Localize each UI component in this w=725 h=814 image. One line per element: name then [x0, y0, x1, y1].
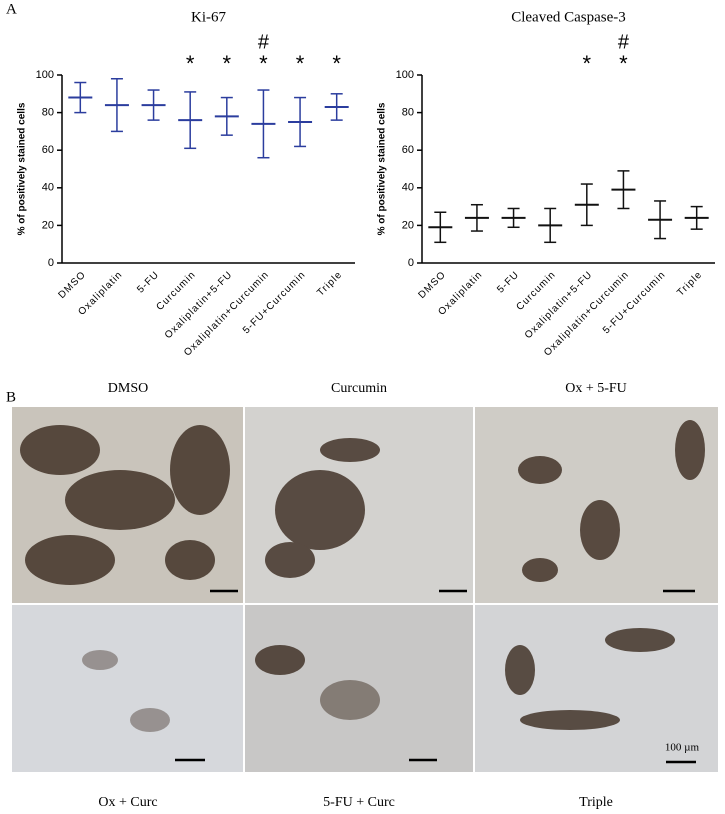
significance-star: *	[186, 51, 195, 76]
significance-star: *	[619, 51, 628, 76]
image-label: Curcumin	[331, 381, 387, 396]
y-axis-label: % of positively stained cells	[17, 102, 28, 235]
cell-nuclei	[20, 420, 705, 732]
y-tick-label: 100	[396, 69, 414, 81]
image-label: DMSO	[108, 381, 148, 396]
significance-star: *	[583, 51, 592, 76]
x-tick-label: Oxaliplatin+5-FU	[523, 269, 595, 341]
chart-title: Ki-67	[191, 9, 226, 25]
micrograph	[12, 605, 243, 772]
y-tick-label: 0	[408, 257, 414, 269]
y-tick-label: 40	[402, 182, 414, 194]
scale-bars	[175, 589, 696, 764]
significance-hash: #	[618, 31, 630, 53]
chart-title: Cleaved Caspase-3	[511, 9, 626, 25]
image-label: Ox + Curc	[98, 795, 157, 810]
image-label: Triple	[579, 795, 613, 810]
significance-star: *	[332, 51, 341, 76]
x-tick-label: Triple	[675, 269, 704, 298]
y-tick-label: 80	[402, 107, 414, 119]
y-tick-label: 40	[42, 182, 54, 194]
y-tick-label: 20	[42, 219, 54, 231]
x-tick-label: 5-FU	[135, 269, 161, 295]
panel-label: B	[6, 389, 16, 405]
y-tick-label: 60	[402, 144, 414, 156]
x-tick-label: Triple	[315, 269, 344, 298]
scale-bar-label: 100 µm	[665, 742, 700, 754]
y-tick-label: 80	[42, 107, 54, 119]
y-tick-label: 100	[36, 69, 54, 81]
significance-star: *	[296, 51, 305, 76]
y-tick-label: 20	[402, 219, 414, 231]
image-label: 5-FU + Curc	[323, 795, 395, 810]
significance-hash: #	[258, 31, 270, 53]
y-tick-label: 60	[42, 144, 54, 156]
significance-star: *	[259, 51, 268, 76]
panel-label: A	[6, 1, 17, 17]
x-tick-label: 5-FU+Curcumin	[601, 269, 668, 336]
x-tick-label: DMSO	[56, 269, 88, 301]
x-tick-label: 5-FU	[495, 269, 521, 295]
micrographs	[12, 407, 718, 772]
x-tick-label: Oxaliplatin+5-FU	[163, 269, 235, 341]
significance-star: *	[223, 51, 232, 76]
x-tick-label: DMSO	[416, 269, 448, 301]
x-tick-label: 5-FU+Curcumin	[241, 269, 308, 336]
image-label: Ox + 5-FU	[565, 381, 627, 396]
y-axis-label: % of positively stained cells	[377, 102, 388, 235]
y-tick-label: 0	[48, 257, 54, 269]
micrograph	[245, 605, 473, 772]
